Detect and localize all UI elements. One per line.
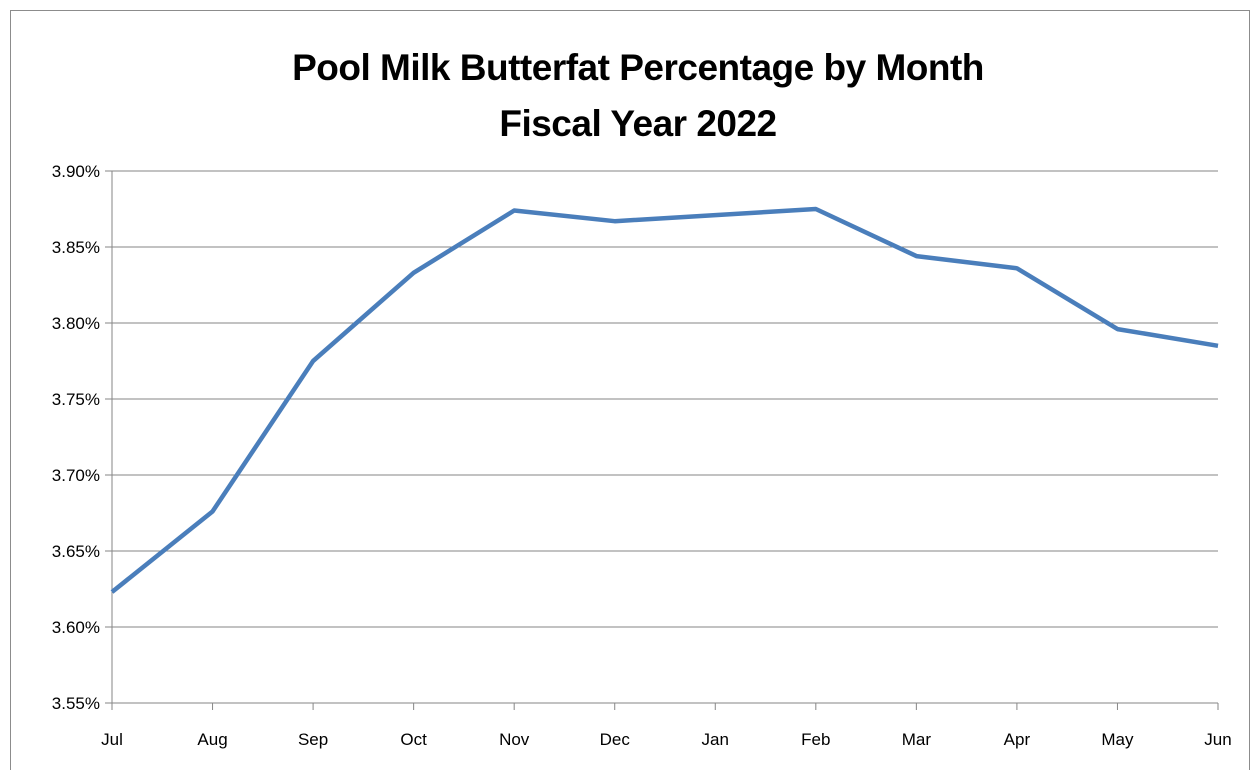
x-axis: Jul Aug Sep Oct Nov Dec Jan Feb Mar Apr May Jun: [101, 703, 1232, 749]
y-tick-label: 3.75%: [52, 390, 100, 409]
series-layer: [112, 209, 1218, 592]
x-tick-label: Aug: [197, 730, 227, 749]
y-axis: 3.55% 3.60% 3.65% 3.70% 3.75% 3.80% 3.85% 3.90%: [52, 162, 112, 713]
x-tick-label: Mar: [902, 730, 932, 749]
x-tick-label: Dec: [600, 730, 631, 749]
y-tick-label: 3.70%: [52, 466, 100, 485]
x-tick-label: Apr: [1004, 730, 1031, 749]
x-tick-label: Sep: [298, 730, 328, 749]
y-tick-label: 3.90%: [52, 162, 100, 181]
y-tick-label: 3.60%: [52, 618, 100, 637]
x-tick-label: Jun: [1204, 730, 1231, 749]
y-tick-label: 3.65%: [52, 542, 100, 561]
gridlines: [112, 171, 1218, 627]
y-tick-label: 3.85%: [52, 238, 100, 257]
x-tick-label: Nov: [499, 730, 530, 749]
x-tick-label: Jul: [101, 730, 123, 749]
x-tick-label: Feb: [801, 730, 830, 749]
series-line: [112, 209, 1218, 592]
x-tick-label: Jan: [702, 730, 729, 749]
y-tick-label: 3.55%: [52, 694, 100, 713]
x-tick-label: Oct: [400, 730, 427, 749]
y-tick-label: 3.80%: [52, 314, 100, 333]
x-tick-label: May: [1101, 730, 1134, 749]
